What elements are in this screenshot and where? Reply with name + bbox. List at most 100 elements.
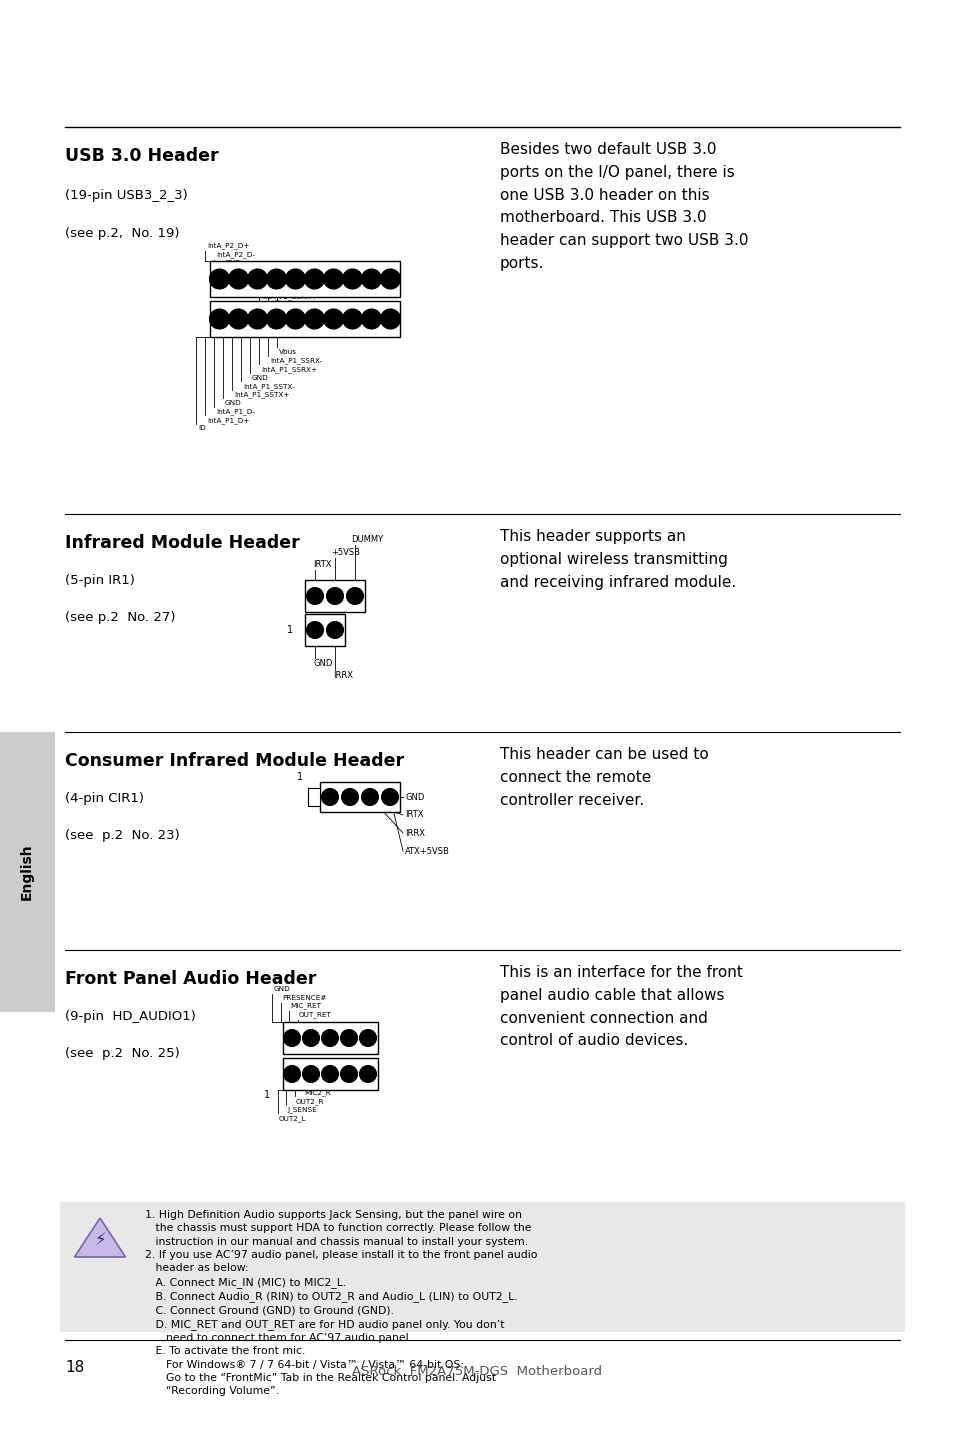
- Text: IntA_P2_SSRX-: IntA_P2_SSRX-: [270, 302, 322, 308]
- Circle shape: [304, 309, 324, 329]
- Circle shape: [306, 587, 323, 604]
- Text: GND: GND: [252, 375, 269, 381]
- Text: Consumer Infrared Module Header: Consumer Infrared Module Header: [65, 752, 404, 770]
- Circle shape: [361, 269, 381, 289]
- Circle shape: [285, 309, 305, 329]
- Text: IntA_P1_D-: IntA_P1_D-: [215, 408, 254, 415]
- Circle shape: [210, 269, 230, 289]
- Circle shape: [283, 1065, 300, 1083]
- Circle shape: [321, 1030, 338, 1047]
- Text: ASRock  FM2A75M-DGS  Motherboard: ASRock FM2A75M-DGS Motherboard: [352, 1365, 601, 1378]
- Text: (see  p.2  No. 23): (see p.2 No. 23): [65, 829, 179, 842]
- Text: IntA_P1_SSRX-: IntA_P1_SSRX-: [270, 358, 322, 364]
- Bar: [308, 788, 319, 806]
- Text: MIC2_L: MIC2_L: [313, 1081, 337, 1088]
- Circle shape: [340, 1065, 357, 1083]
- Text: Infrared Module Header: Infrared Module Header: [65, 534, 299, 551]
- Bar: [305, 580, 365, 611]
- Bar: [305, 614, 345, 646]
- Text: Vbus: Vbus: [278, 349, 296, 355]
- Circle shape: [285, 269, 305, 289]
- Text: (see  p.2  No. 25): (see p.2 No. 25): [65, 1047, 179, 1060]
- Text: 1: 1: [287, 624, 293, 634]
- Circle shape: [229, 309, 248, 329]
- Circle shape: [266, 309, 286, 329]
- Text: ATX+5VSB: ATX+5VSB: [405, 846, 450, 855]
- Circle shape: [283, 1030, 300, 1047]
- Circle shape: [302, 1030, 319, 1047]
- Text: IntA_P2_D+: IntA_P2_D+: [207, 242, 250, 249]
- Circle shape: [340, 1030, 357, 1047]
- Circle shape: [323, 309, 343, 329]
- Circle shape: [247, 269, 267, 289]
- Text: IntA_P2_SSRX+: IntA_P2_SSRX+: [261, 294, 316, 299]
- Text: ⚡: ⚡: [94, 1232, 106, 1249]
- Bar: [210, 261, 399, 296]
- Text: English: English: [20, 843, 34, 901]
- Text: MIC_RET: MIC_RET: [291, 1002, 321, 1010]
- Circle shape: [342, 309, 362, 329]
- Text: GND: GND: [274, 987, 290, 992]
- Circle shape: [323, 269, 343, 289]
- Text: This header can be used to
connect the remote
controller receiver.: This header can be used to connect the r…: [499, 748, 708, 808]
- Text: IntA_P1_SSTX+: IntA_P1_SSTX+: [233, 391, 289, 398]
- Text: IntA_P1_D+: IntA_P1_D+: [207, 417, 250, 424]
- Circle shape: [302, 1065, 319, 1083]
- Text: (9-pin  HD_AUDIO1): (9-pin HD_AUDIO1): [65, 1010, 195, 1022]
- Text: IntA_P2_D-: IntA_P2_D-: [215, 251, 254, 258]
- Bar: [319, 782, 399, 812]
- Text: (see p.2  No. 27): (see p.2 No. 27): [65, 611, 175, 624]
- Bar: [0, 732, 55, 1012]
- Bar: [210, 301, 399, 337]
- Text: GND: GND: [252, 285, 269, 292]
- Bar: [60, 1201, 904, 1332]
- Text: ID: ID: [198, 425, 206, 431]
- Circle shape: [321, 789, 338, 805]
- Circle shape: [229, 269, 248, 289]
- Text: IntA_P1_SSTX-: IntA_P1_SSTX-: [243, 382, 294, 390]
- Text: (see p.2,  No. 19): (see p.2, No. 19): [65, 228, 179, 241]
- Text: 1. High Definition Audio supports Jack Sensing, but the panel wire on
   the cha: 1. High Definition Audio supports Jack S…: [145, 1210, 537, 1396]
- Polygon shape: [74, 1219, 126, 1257]
- Circle shape: [346, 587, 363, 604]
- Circle shape: [361, 789, 378, 805]
- Circle shape: [326, 621, 343, 639]
- Text: GND: GND: [405, 792, 424, 802]
- Text: USB 3.0 Header: USB 3.0 Header: [65, 147, 218, 165]
- Circle shape: [359, 1030, 376, 1047]
- Text: (4-pin CIR1): (4-pin CIR1): [65, 792, 144, 805]
- Circle shape: [380, 309, 400, 329]
- Text: DUMMY: DUMMY: [351, 536, 383, 544]
- Text: (5-pin IR1): (5-pin IR1): [65, 574, 134, 587]
- Text: PRESENCE#: PRESENCE#: [282, 994, 326, 1001]
- Text: IntA_P2_SSTX-: IntA_P2_SSTX-: [243, 276, 294, 284]
- Text: IRRX: IRRX: [333, 672, 353, 680]
- Circle shape: [210, 309, 230, 329]
- Circle shape: [306, 621, 323, 639]
- Text: GND: GND: [225, 261, 241, 266]
- Text: Front Panel Audio Header: Front Panel Audio Header: [65, 969, 316, 988]
- Text: J_SENSE: J_SENSE: [287, 1107, 316, 1113]
- Circle shape: [361, 309, 381, 329]
- Text: This is an interface for the front
panel audio cable that allows
convenient conn: This is an interface for the front panel…: [499, 965, 742, 1048]
- Circle shape: [341, 789, 358, 805]
- Circle shape: [380, 269, 400, 289]
- Text: (19-pin USB3_2_3): (19-pin USB3_2_3): [65, 189, 188, 202]
- Circle shape: [247, 309, 267, 329]
- Text: OUT2_L: OUT2_L: [278, 1116, 306, 1121]
- Text: MIC2_R: MIC2_R: [304, 1090, 331, 1097]
- Bar: [282, 1058, 377, 1090]
- Text: GND: GND: [313, 659, 332, 667]
- Text: IntA_P1_SSRX+: IntA_P1_SSRX+: [261, 367, 316, 372]
- Bar: [282, 1022, 377, 1054]
- Circle shape: [326, 587, 343, 604]
- Text: OUT2_R: OUT2_R: [295, 1098, 324, 1104]
- Text: OUT_RET: OUT_RET: [298, 1011, 332, 1018]
- Circle shape: [304, 269, 324, 289]
- Text: IntA_P2_SSTX+: IntA_P2_SSTX+: [233, 268, 289, 275]
- Text: 1: 1: [296, 772, 303, 782]
- Circle shape: [342, 269, 362, 289]
- Text: This header supports an
optional wireless transmitting
and receiving infrared mo: This header supports an optional wireles…: [499, 528, 736, 590]
- Circle shape: [266, 269, 286, 289]
- Circle shape: [359, 1065, 376, 1083]
